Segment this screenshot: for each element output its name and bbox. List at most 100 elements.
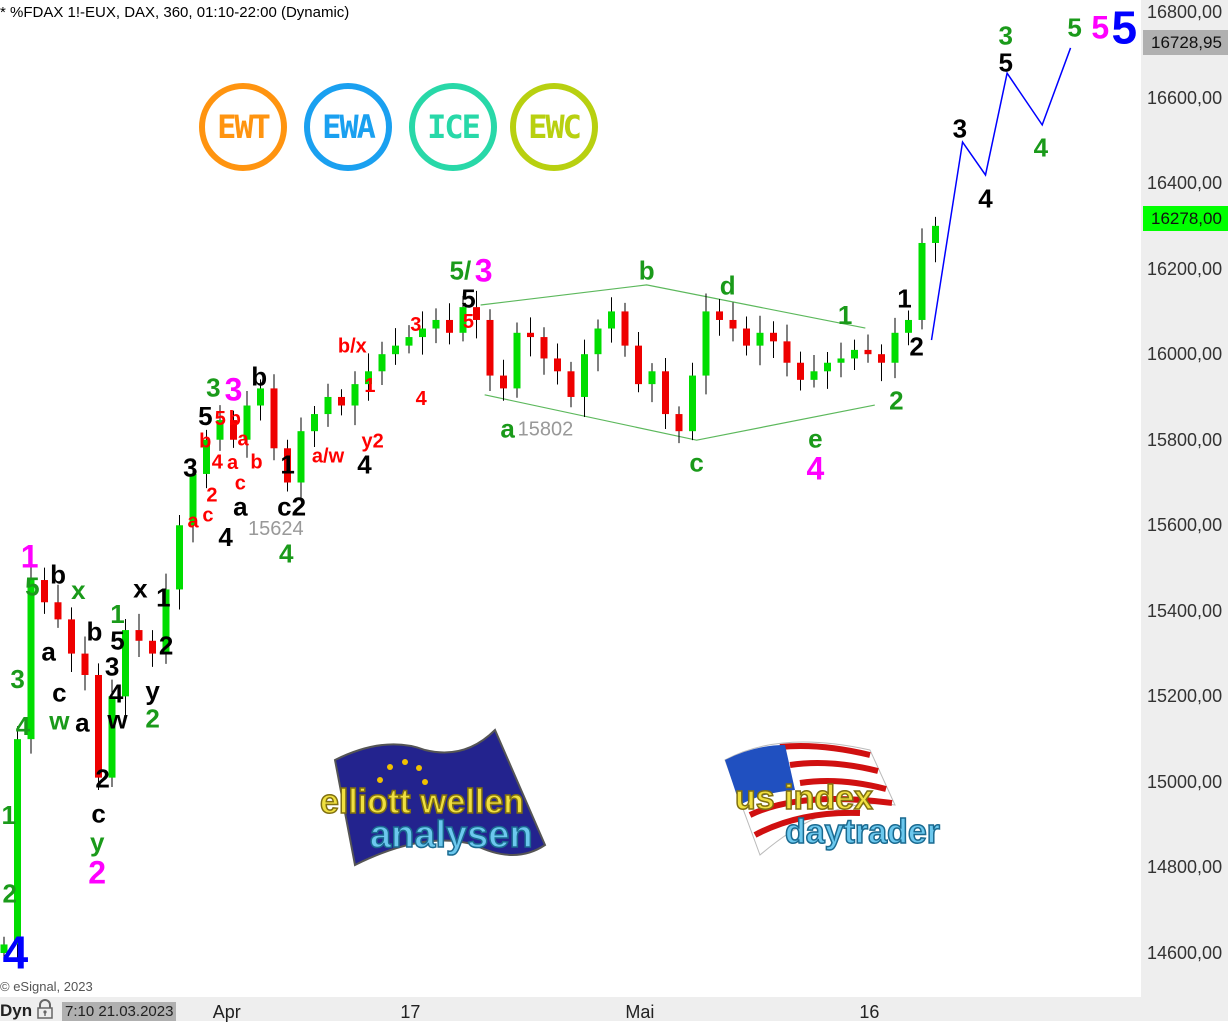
candle-body [689, 375, 696, 432]
wave-label: b [229, 408, 241, 430]
badge-ewc[interactable]: EWC [510, 83, 598, 171]
candle-body [797, 362, 804, 380]
candle-body [459, 307, 467, 333]
wave-label: d [720, 270, 736, 300]
wave-label: b [251, 361, 267, 391]
candle-body [527, 332, 534, 338]
wave-label: 4 [109, 678, 124, 708]
wave-label: 2 [909, 331, 923, 361]
wave-label: 15624 [248, 518, 304, 540]
candle [797, 351, 804, 391]
price-tick-label: 15400,00 [1147, 600, 1223, 621]
candle [324, 383, 332, 427]
logo-line2: daytrader [785, 813, 940, 851]
candle [675, 406, 683, 444]
wave-label: 4 [16, 711, 31, 741]
candle-body [918, 242, 926, 320]
badge-ewa[interactable]: EWA [304, 83, 392, 171]
candle [513, 322, 521, 398]
elliott-wellen-analysen-logo: elliott wellen analysen [319, 728, 547, 867]
candle [459, 296, 467, 342]
candle [189, 458, 197, 543]
wave-label: b [199, 430, 211, 452]
wave-label: c [91, 798, 105, 828]
wave-label: a [500, 414, 515, 444]
wave-label: 1 [280, 449, 294, 479]
price-axis[interactable] [1141, 0, 1228, 997]
wave-label: 2 [88, 855, 106, 891]
candle [891, 317, 899, 379]
badge-ewt[interactable]: EWT [199, 83, 287, 171]
candle-body [14, 739, 21, 945]
candle-body [743, 328, 750, 346]
candle-body [54, 602, 62, 620]
date-tick-label: 17 [400, 1002, 421, 1022]
candle-body [837, 358, 845, 363]
wave-label: 5 [215, 408, 226, 430]
candle-body [135, 630, 143, 641]
badge-ice[interactable]: ICE [409, 83, 497, 171]
candle [419, 311, 426, 355]
candle-body [392, 345, 399, 355]
candle-body [621, 311, 629, 346]
us-index-daytrader-logo: us index daytrader [724, 741, 941, 856]
candle-body [284, 448, 291, 483]
time-axis[interactable] [0, 997, 1228, 1021]
price-tick-label: 14800,00 [1147, 857, 1223, 878]
last-price-label: 16278,00 [1143, 206, 1228, 232]
candle [162, 573, 170, 664]
wave-label: a [233, 491, 248, 521]
candle-body [824, 362, 831, 372]
candle-body [702, 311, 710, 376]
wave-label: 1 [897, 284, 911, 314]
candle [176, 515, 183, 610]
wave-label: b [250, 451, 262, 473]
wave-label: 1 [838, 300, 852, 330]
wave-label: b/x [338, 335, 367, 357]
badge-label: EWT [217, 108, 271, 146]
wave-label: 1 [364, 375, 375, 397]
wave-label: y [90, 827, 105, 857]
wave-label: a [187, 510, 199, 532]
wave-label: 5 [198, 401, 212, 431]
candle-body [81, 653, 89, 675]
candle [729, 302, 737, 342]
price-tick-label: 16000,00 [1147, 344, 1223, 365]
date-tick-label: Apr [212, 1002, 241, 1022]
candle-body [108, 696, 116, 778]
wave-label: 15802 [518, 418, 574, 440]
projection-line [930, 47, 1072, 341]
wave-label: a [227, 452, 239, 474]
eu-flag-icon [333, 728, 547, 867]
candle-body [554, 358, 561, 372]
candle [68, 607, 75, 672]
wave-label: 4 [212, 451, 224, 473]
candle [284, 439, 291, 492]
candle-body [243, 405, 251, 440]
candle [365, 353, 372, 401]
price-tick-label: 15000,00 [1147, 771, 1223, 792]
wave-label: 5 [1067, 12, 1081, 42]
wave-label: 3 [953, 113, 967, 143]
wave-label: b [87, 616, 103, 646]
wave-label: 5 [999, 47, 1013, 77]
candle-body [149, 640, 156, 654]
wave-label: b [639, 255, 655, 285]
candle [689, 362, 696, 441]
candle-body [68, 619, 75, 654]
candle [122, 618, 129, 716]
candle [864, 334, 872, 363]
lock-icon[interactable] [36, 999, 54, 1019]
candle [405, 325, 413, 354]
candle-body [770, 332, 777, 342]
wave-label: 5 [25, 571, 39, 601]
mode-label: Dyn [0, 1001, 33, 1020]
crosshair-price-label: 16728,95 [1143, 30, 1228, 56]
wave-label: 2 [145, 704, 159, 734]
wave-label: 4 [1034, 133, 1049, 163]
price-tick-label: 16400,00 [1147, 173, 1223, 194]
date-tick-label: Mai [625, 1002, 655, 1022]
candle-body [662, 371, 669, 415]
wave-label: 3 [999, 20, 1013, 50]
